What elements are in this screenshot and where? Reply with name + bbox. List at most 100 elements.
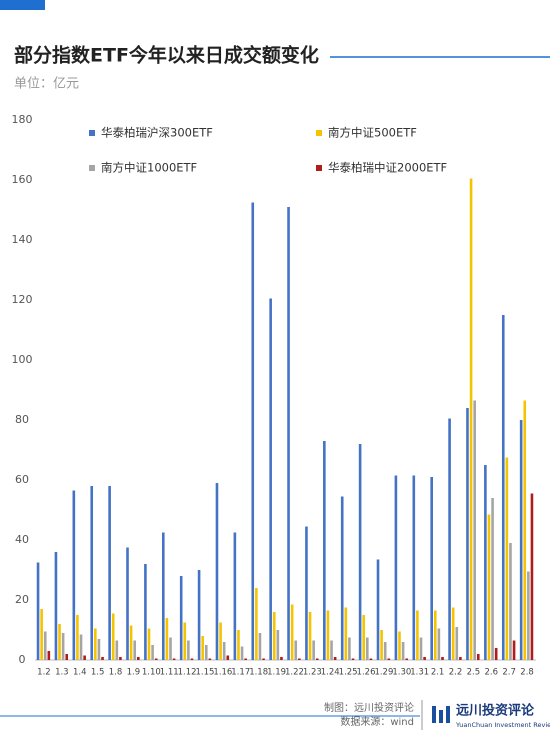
bar [79, 634, 83, 660]
bar [154, 658, 158, 660]
x-tick-label: 1.2 [37, 668, 51, 678]
bar [383, 642, 387, 660]
bar [312, 640, 315, 660]
y-tick-label: 140 [12, 233, 33, 246]
bar [108, 486, 111, 660]
legend-label: 南方中证1000ETF [101, 161, 197, 175]
legend-swatch [316, 165, 322, 171]
bar [433, 610, 437, 660]
bar [344, 607, 348, 660]
bar [501, 315, 505, 660]
x-tick-label: 1.8 [109, 668, 123, 678]
x-tick-label: 1.19 [267, 668, 286, 678]
bar [251, 202, 255, 660]
footer-source: 数据来源：wind [340, 715, 414, 728]
bar [262, 658, 265, 660]
y-tick-label: 40 [15, 533, 29, 546]
bar [219, 622, 222, 660]
bar [305, 526, 308, 660]
bar [469, 178, 473, 660]
legend-label: 华泰柏瑞沪深300ETF [101, 126, 213, 140]
bar [233, 532, 237, 660]
bar [72, 490, 76, 660]
x-tick-label: 1.16 [213, 668, 232, 678]
x-tick-label: 2.6 [485, 668, 499, 678]
bar [90, 486, 94, 660]
x-tick-label: 1.26 [357, 668, 376, 678]
x-tick-label: 1.10 [142, 668, 161, 678]
bar [369, 658, 373, 660]
legend-swatch [89, 130, 95, 136]
bar [201, 636, 204, 660]
x-tick-label: 1.25 [339, 668, 358, 678]
bar [204, 645, 208, 660]
bar [294, 640, 298, 660]
bar [351, 658, 355, 660]
bar [119, 657, 122, 660]
chart-title: 部分指数ETF今年以来日成交额变化 [14, 44, 319, 67]
bar [380, 630, 383, 660]
x-tick-label: 2.2 [449, 668, 463, 678]
bar [455, 627, 459, 660]
x-tick-label: 1.22 [285, 668, 304, 678]
bar [509, 543, 512, 660]
bar [315, 658, 319, 660]
x-tick-label: 2.7 [502, 668, 516, 678]
bar [308, 612, 312, 660]
bar [405, 658, 409, 660]
bar [129, 625, 133, 660]
bar [276, 630, 280, 660]
bar [222, 642, 226, 660]
bar [137, 657, 140, 660]
bar [190, 658, 194, 660]
bar [376, 559, 380, 660]
bar [330, 640, 333, 660]
footer-brand-en: YuanChuan Investment Review [455, 721, 550, 729]
y-tick-label: 0 [19, 653, 26, 666]
bar [244, 658, 247, 660]
legend-swatch [316, 130, 322, 136]
bar [326, 610, 330, 660]
bar [126, 547, 129, 660]
bar [523, 400, 527, 660]
bar [255, 588, 258, 660]
x-tick-label: 2.8 [520, 668, 534, 678]
legend-label: 华泰柏瑞中证2000ETF [328, 161, 447, 175]
bar [97, 639, 101, 660]
x-tick-label: 1.5 [91, 668, 105, 678]
bar [197, 570, 201, 660]
bar [494, 648, 498, 660]
bar [441, 657, 444, 660]
bar [169, 637, 172, 660]
x-tick-label: 1.23 [303, 668, 322, 678]
bar [398, 631, 401, 660]
bar [40, 609, 43, 660]
bar [226, 655, 230, 660]
chart-subtitle: 单位：亿元 [14, 77, 79, 92]
bar [512, 640, 516, 660]
bar [401, 642, 405, 660]
y-tick-label: 100 [12, 353, 33, 366]
x-tick-label: 1.9 [127, 668, 141, 678]
bar [387, 658, 391, 660]
bar [362, 615, 366, 660]
bar [101, 657, 104, 660]
bar [54, 552, 58, 660]
x-tick-label: 2.5 [467, 668, 481, 678]
bar [348, 637, 351, 660]
bar [165, 618, 169, 660]
x-tick-label: 1.18 [249, 668, 268, 678]
bar [340, 496, 344, 660]
legend-swatch [89, 165, 95, 171]
bar [416, 610, 419, 660]
x-tick-label: 1.3 [55, 668, 69, 678]
bar [183, 622, 187, 660]
x-tick-label: 2.1 [431, 668, 445, 678]
bar [530, 493, 534, 660]
bar [47, 651, 51, 660]
y-tick-label: 60 [15, 473, 29, 486]
bar [133, 640, 137, 660]
x-tick-label: 1.15 [196, 668, 215, 678]
footer-maker: 制图：远川投资评论 [324, 701, 414, 714]
